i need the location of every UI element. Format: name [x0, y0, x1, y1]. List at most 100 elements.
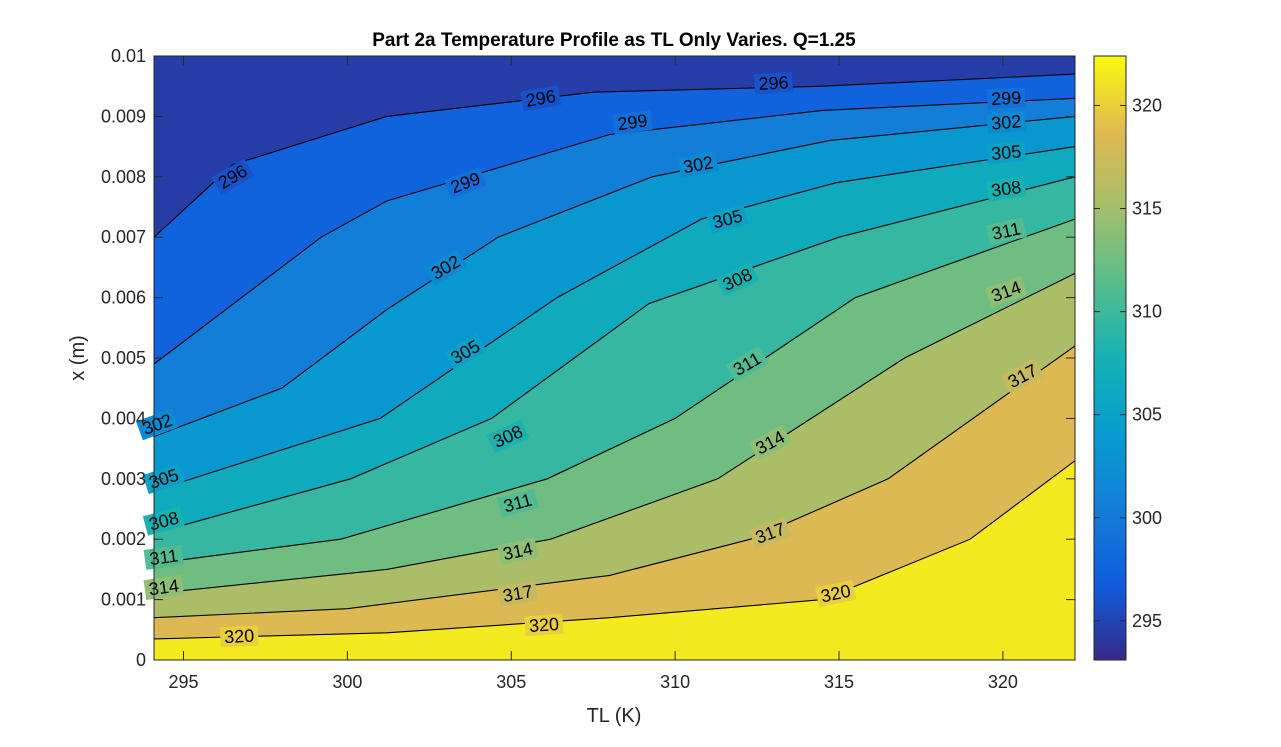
contour-label-bg [984, 275, 1028, 308]
contour-label-bg [986, 110, 1026, 135]
contour-labels: 2962962962992992993023023023023053053053… [136, 72, 1045, 648]
contour-label: 296 [520, 85, 562, 112]
x-tick-label: 300 [332, 672, 362, 692]
contour-label-bg [715, 262, 759, 297]
contour-label: 305 [986, 140, 1026, 165]
contour-label-bg [524, 613, 564, 637]
contour-label: 320 [815, 579, 857, 608]
y-tick-label: 0.001 [101, 590, 146, 610]
heatmap-band [154, 460, 1075, 660]
contour-label: 302 [986, 110, 1026, 135]
contour-label-bg [754, 72, 793, 95]
contour-label-bg [497, 580, 539, 607]
y-tick-label: 0.009 [101, 106, 146, 126]
colorbar-tick-label: 300 [1132, 508, 1162, 528]
contour-label-text: 308 [990, 177, 1023, 201]
contour-label-bg [612, 109, 653, 135]
colorbar-tick-label: 295 [1132, 611, 1162, 631]
contour-label-bg [443, 333, 487, 371]
contour-label-bg [706, 204, 749, 234]
x-tick-label: 320 [988, 672, 1018, 692]
contour-line-308 [154, 176, 1075, 534]
contour-label: 320 [219, 625, 259, 648]
y-tick-label: 0.002 [101, 529, 146, 549]
contour-label-bg [424, 249, 468, 286]
y-tick-label: 0.004 [101, 408, 146, 428]
contour-label-bg [211, 158, 255, 195]
heatmap-fill [154, 56, 1075, 660]
contour-line-320 [154, 460, 1075, 640]
y-tick-label: 0.006 [101, 288, 146, 308]
contour-lines [154, 73, 1075, 640]
y-axis-label: x (m) [67, 335, 89, 381]
contour-label-bg [444, 166, 487, 199]
colorbar-tick-label: 315 [1132, 199, 1162, 219]
contour-label-bg [142, 506, 185, 536]
x-tick-label: 310 [660, 672, 690, 692]
x-axis-label: TL (K) [587, 705, 642, 727]
contour-label-bg [142, 463, 185, 495]
colorbar-tick-label: 305 [1132, 405, 1162, 425]
contour-label-text: 302 [990, 111, 1022, 134]
contour-label-bg [496, 488, 539, 518]
heatmap-band [154, 98, 1075, 437]
heatmap-band [154, 56, 1075, 238]
contour-label: 299 [612, 109, 653, 135]
contour-label-bg [486, 419, 530, 454]
contour-label-text: 311 [148, 545, 179, 569]
contour-label-bg [1001, 358, 1045, 394]
contour-label-text: 299 [991, 88, 1022, 110]
contour-label: 320 [524, 613, 564, 637]
x-axis-ticks: 295 300 305 310 315 320 [168, 56, 1018, 692]
heatmap-band [154, 345, 1075, 639]
colorbar-tick-label: 320 [1132, 95, 1162, 115]
heatmap-band [154, 273, 1075, 618]
contour-label-bg [986, 87, 1026, 110]
contour-line-317 [154, 345, 1075, 619]
contour-label-bg [986, 140, 1026, 165]
contour-line-305 [154, 146, 1075, 492]
contour-label-bg [815, 579, 857, 608]
y-tick-label: 0.005 [101, 348, 146, 368]
contour-line-314 [154, 272, 1075, 595]
contour-line-302 [154, 115, 1075, 438]
y-tick-label: 0.008 [101, 167, 146, 187]
contour-line-311 [154, 218, 1075, 564]
x-tick-label: 305 [496, 672, 526, 692]
contour-label-bg [725, 345, 769, 383]
colorbar-ticks: 295 300 305 310 315 320 [1094, 95, 1162, 631]
x-tick-label: 295 [168, 672, 198, 692]
contour-line-299 [154, 97, 1075, 365]
y-axis-ticks: 0 0.001 0.002 0.003 0.004 0.005 0.006 0.007 0.00… [101, 46, 1075, 670]
y-tick-label: 0.003 [101, 469, 146, 489]
contour-label-bg [985, 176, 1027, 202]
contour-label-bg [677, 151, 719, 178]
colorbar-tick-label: 310 [1132, 302, 1162, 322]
chart-title: Part 2a Temperature Profile as TL Only V… [372, 30, 856, 51]
contour-label-bg [748, 424, 792, 461]
y-tick-label: 0.007 [101, 227, 146, 247]
contour-label-bg [219, 625, 259, 648]
contour-label-text: 314 [148, 576, 181, 600]
contour-label-bg [985, 217, 1027, 245]
contour-label-bg [748, 517, 792, 550]
x-tick-label: 315 [824, 672, 854, 692]
heatmap-band [154, 116, 1075, 491]
contour-label-text: 320 [224, 626, 255, 648]
contour-label-text: 296 [758, 72, 789, 94]
heatmap-band [154, 219, 1075, 594]
heatmap-band [154, 146, 1075, 534]
contour-label-bg [136, 408, 179, 441]
heatmap-band [154, 176, 1075, 564]
contour-label-bg [520, 85, 562, 112]
contour-label: 317 [1001, 358, 1045, 394]
contour-label: 299 [986, 87, 1026, 110]
contour-label: 308 [985, 176, 1027, 202]
contour-label: 302 [677, 151, 719, 178]
contour-label-text: 305 [990, 141, 1022, 164]
contour-label-text: 320 [528, 614, 559, 636]
colorbar [1093, 55, 1127, 661]
contour-label-bg [497, 537, 539, 566]
contour-label: 296 [754, 72, 793, 95]
